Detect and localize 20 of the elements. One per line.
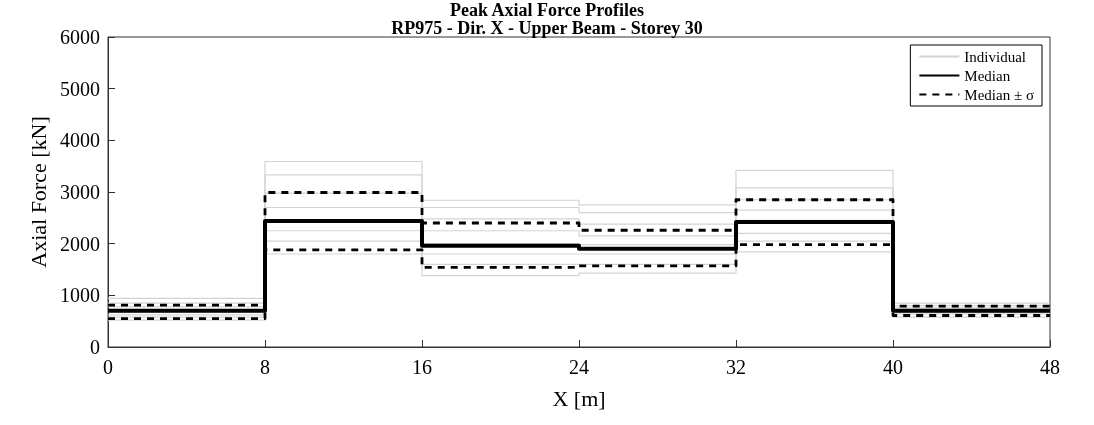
legend-label: Individual bbox=[964, 48, 1027, 65]
x-tick-label: 24 bbox=[569, 356, 589, 378]
y-tick-label: 0 bbox=[90, 336, 100, 358]
y-tick-label: 3000 bbox=[60, 181, 100, 203]
legend-label: Median ± σ bbox=[964, 86, 1034, 103]
y-tick-label: 4000 bbox=[60, 129, 100, 152]
y-tick-label: 2000 bbox=[60, 232, 100, 255]
chart-subtitle: RP975 - Dir. X - Upper Beam - Storey 30 bbox=[391, 18, 703, 38]
y-tick-label: 5000 bbox=[60, 77, 100, 100]
x-tick-label: 32 bbox=[726, 356, 746, 378]
x-tick-label: 8 bbox=[260, 356, 270, 378]
y-tick-label: 6000 bbox=[60, 26, 100, 48]
y-tick-label: 1000 bbox=[60, 284, 100, 307]
x-axis-title: X [m] bbox=[552, 385, 606, 411]
chart-title: Peak Axial Force Profiles bbox=[450, 0, 644, 20]
y-axis-title: Axial Force [kN] bbox=[25, 116, 51, 268]
x-tick-label: 16 bbox=[412, 356, 432, 378]
legend-label: Median bbox=[964, 67, 1011, 84]
x-tick-label: 40 bbox=[883, 356, 903, 378]
x-tick-label: 48 bbox=[1040, 356, 1060, 378]
